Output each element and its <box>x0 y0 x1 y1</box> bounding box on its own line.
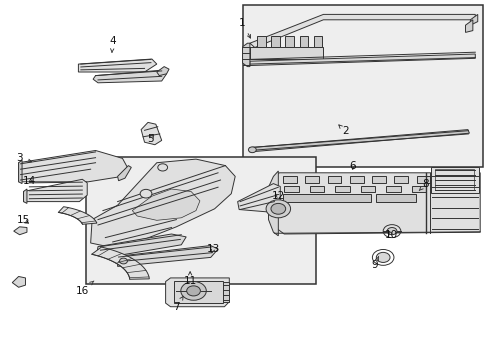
Polygon shape <box>14 227 27 235</box>
Bar <box>283 176 297 183</box>
Bar <box>431 167 479 193</box>
Circle shape <box>181 282 206 300</box>
Bar <box>310 186 324 192</box>
Polygon shape <box>250 54 475 66</box>
Text: 5: 5 <box>147 134 154 144</box>
Polygon shape <box>92 247 149 279</box>
Polygon shape <box>250 47 323 59</box>
Polygon shape <box>273 173 480 234</box>
Polygon shape <box>470 14 478 25</box>
Bar <box>361 186 375 192</box>
Bar <box>394 176 408 183</box>
Bar <box>350 176 364 183</box>
Bar <box>335 186 350 192</box>
Polygon shape <box>269 171 278 236</box>
Polygon shape <box>166 278 229 307</box>
Polygon shape <box>238 184 280 212</box>
Circle shape <box>140 189 152 198</box>
Circle shape <box>187 286 200 296</box>
Circle shape <box>387 228 397 235</box>
Bar <box>435 169 474 190</box>
Polygon shape <box>271 36 280 47</box>
Text: 6: 6 <box>349 161 356 171</box>
Polygon shape <box>243 43 250 67</box>
Polygon shape <box>118 246 218 266</box>
Text: 16: 16 <box>75 281 94 296</box>
Text: 4: 4 <box>109 36 116 52</box>
Polygon shape <box>19 160 22 184</box>
Polygon shape <box>250 130 469 152</box>
Bar <box>386 186 401 192</box>
Circle shape <box>271 203 286 214</box>
Text: 7: 7 <box>173 296 183 312</box>
Polygon shape <box>118 166 131 181</box>
Text: 10: 10 <box>385 230 397 240</box>
Bar <box>284 186 299 192</box>
Polygon shape <box>24 189 27 203</box>
Polygon shape <box>58 207 97 224</box>
Polygon shape <box>314 36 322 47</box>
Polygon shape <box>97 234 186 256</box>
Text: 8: 8 <box>419 179 429 190</box>
Bar <box>283 194 371 202</box>
Text: 15: 15 <box>17 215 30 225</box>
Polygon shape <box>157 67 169 76</box>
Bar <box>372 176 386 183</box>
Polygon shape <box>93 70 167 83</box>
Bar <box>174 281 223 303</box>
Bar <box>376 194 416 202</box>
Polygon shape <box>250 14 475 48</box>
Circle shape <box>158 164 168 171</box>
Bar <box>328 176 342 183</box>
Polygon shape <box>132 189 200 220</box>
Circle shape <box>120 258 127 264</box>
Polygon shape <box>466 20 473 32</box>
Bar <box>86 157 316 284</box>
Text: 1: 1 <box>239 18 250 38</box>
Bar <box>223 282 229 302</box>
Polygon shape <box>78 59 157 72</box>
Text: 9: 9 <box>371 257 379 270</box>
Polygon shape <box>257 36 266 47</box>
Polygon shape <box>299 36 308 47</box>
Polygon shape <box>19 150 127 182</box>
Polygon shape <box>12 276 25 287</box>
Circle shape <box>266 200 291 218</box>
Polygon shape <box>285 36 294 47</box>
Bar <box>243 5 483 167</box>
Text: 11: 11 <box>183 272 197 286</box>
Circle shape <box>376 252 390 262</box>
Circle shape <box>248 147 256 153</box>
Text: 13: 13 <box>206 244 220 254</box>
Bar <box>412 186 426 192</box>
Polygon shape <box>141 122 162 145</box>
Text: 2: 2 <box>339 125 349 136</box>
Text: 14: 14 <box>23 176 36 186</box>
Text: 3: 3 <box>16 153 32 163</box>
Bar <box>305 176 319 183</box>
Bar <box>416 176 430 183</box>
Polygon shape <box>91 159 235 247</box>
Polygon shape <box>24 179 87 202</box>
Text: 12: 12 <box>271 191 285 201</box>
